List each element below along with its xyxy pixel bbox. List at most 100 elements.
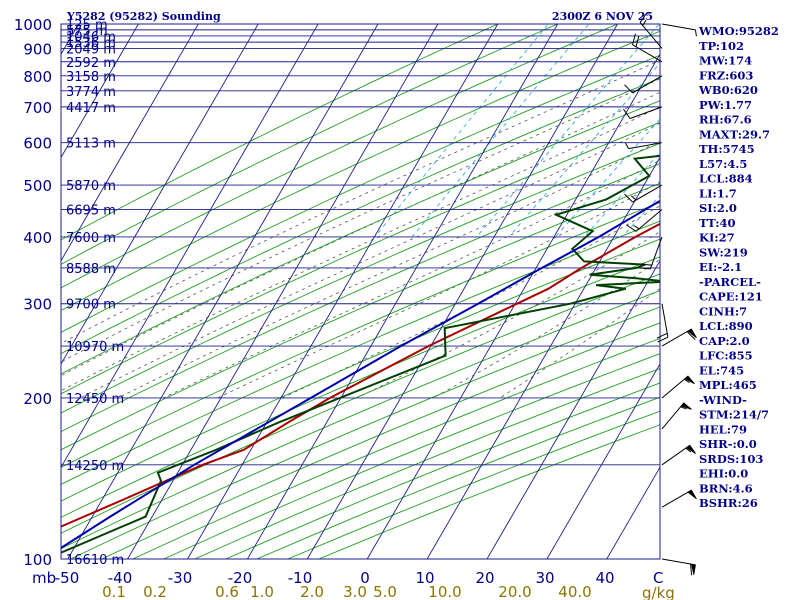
wind-barb [661,23,697,37]
barb-full [632,33,636,45]
barb-staff [661,558,696,566]
index-entry: SI:2.0 [699,201,737,215]
barb-full [690,563,693,576]
height-label: 14250 m [66,459,124,474]
mixing-ratio-line [411,24,590,238]
mixing-ratio-line [476,24,660,238]
index-entry: BRN:4.6 [699,481,753,495]
wind-barb [638,236,663,270]
dry-adiabat [61,100,660,375]
height-label: 16610 m [66,553,124,568]
index-entry: CINH:7 [699,304,747,318]
parcel-line [61,199,660,550]
index-entry: LCL:884 [699,172,753,186]
temperature-tick-label: 40 [595,569,614,587]
plot-frame [60,23,661,560]
isotherm [780,13,800,571]
index-entry: MPL:465 [699,378,757,392]
index-entry: PW:1.77 [699,98,752,112]
isotherm [426,156,660,559]
barb-full [640,263,652,266]
index-entry: TP:102 [699,39,744,53]
height-label: 3774 m [66,85,116,100]
isotherm [246,24,559,559]
barb-full [638,267,651,270]
barb-staff [661,402,685,430]
wind-barb [661,444,696,466]
valid-time: 2300Z 6 NOV 25 [552,10,653,23]
index-entry: EHI:0.0 [699,467,748,481]
barb-flag [691,563,696,575]
wind-barb [661,558,696,576]
mixing-ratio-label: 0.2 [143,583,167,600]
barb-staff [661,23,696,31]
height-label: 10970 m [66,340,124,355]
temperature-tick-label: 0 [360,569,370,587]
temperature-tick-label: 10 [415,569,434,587]
dry-adiabat [61,290,660,550]
pressure-tick-label: 900 [23,40,52,58]
index-entry: WB0:620 [698,83,758,97]
sounding-profiles [61,154,660,554]
barb-staff [632,184,663,203]
mixing-ratio-line [508,62,660,238]
temperature-tick-label: -20 [228,569,253,587]
mixing-ratio-label: 3.0 [343,583,367,600]
index-entry: FRZ:603 [699,68,753,82]
wind-barbs [623,12,697,576]
wind-barb [661,402,692,430]
pressure-tick-label: 800 [23,68,52,86]
temperature-tick-label: 30 [535,569,554,587]
dry-adiabat [61,24,559,265]
dry-adiabat [61,163,660,433]
index-entry: RH:67.6 [699,113,752,127]
barb-flag [687,489,697,500]
barb-full [635,35,640,47]
mixing-ratio-label: 5.0 [373,583,397,600]
temperature-tick-label: -30 [168,569,193,587]
index-entry: LI:1.7 [699,186,737,200]
isotherm [61,24,319,469]
isotherm [486,259,660,559]
index-entry: TH:5745 [699,142,755,156]
dewpoint-line [61,154,660,554]
barb-staff [628,142,663,150]
temperature-tick-label: -10 [288,569,313,587]
isotherm [546,363,660,559]
barb-staff [661,328,692,347]
dry-adiabat [61,142,660,414]
station-title: Y5282 (95282) Sounding [66,10,221,23]
mixing-ratio-label: 0.1 [102,583,126,600]
dry-adiabat [61,256,660,518]
index-entry: -PARCEL- [699,275,761,289]
barb-half [633,225,640,230]
index-entry: SW:219 [699,245,748,259]
index-entry: BSHR:26 [699,496,758,510]
mixing-ratio-label: 2.0 [300,583,324,600]
plot-background [61,24,660,559]
pressure-tick-label: 1000 [14,16,52,34]
mixing-ratio-label: 20.0 [498,583,531,600]
index-entry: CAP:2.0 [699,334,750,348]
pressure-tick-label: 500 [23,177,52,195]
pressure-tick-label: 300 [23,296,52,314]
height-label: 12450 m [66,392,124,407]
index-entry: SRDS:103 [699,452,763,466]
isotherm [61,24,199,262]
temperature-tick-label: 20 [475,569,494,587]
wind-barb [624,184,663,203]
isotherm [306,24,619,559]
index-entry: MAXT:29.7 [699,127,770,141]
dry-adiabat [101,322,660,559]
temperature-tick-label: -50 [55,569,80,587]
pressure-tick-label: 200 [23,390,52,408]
barb-staff [639,22,663,49]
index-entry: EI:-2.1 [699,260,742,274]
index-entry: TT:40 [699,216,736,230]
height-label: 1046 m [66,30,116,45]
barb-flag [687,328,697,339]
height-label: 575 m [66,24,108,39]
height-label: 2592 m [66,56,116,71]
wind-barb [661,489,697,508]
